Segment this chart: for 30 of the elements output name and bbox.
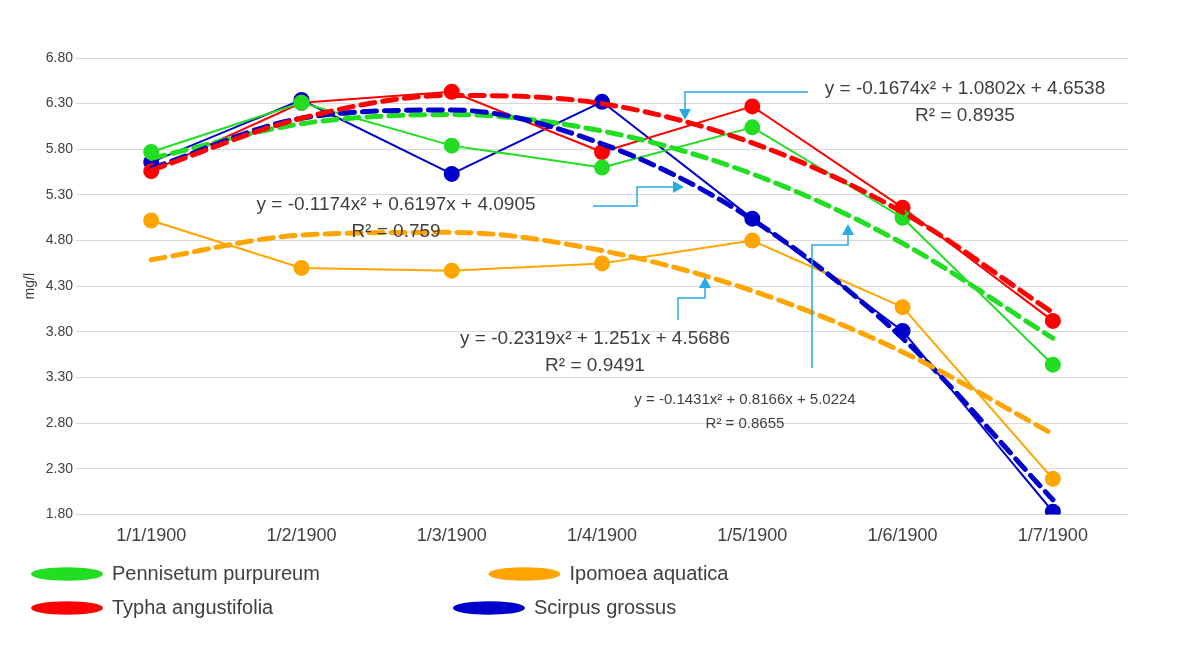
- y-tick-label: 5.80: [45, 140, 74, 157]
- x-tick-label: 1/5/1900: [717, 525, 788, 546]
- x-tick-label: 1/7/1900: [1017, 525, 1088, 546]
- y-axis-title: mg/l: [21, 272, 38, 300]
- y-tick-label: 6.80: [45, 48, 74, 65]
- annotation: y = -0.1174x² + 0.6197x + 4.0905: [256, 193, 536, 215]
- legend-label: Typha angustifolia: [112, 595, 440, 618]
- annotation: R² = 0.8935: [915, 104, 1015, 126]
- x-tick-label: 1/2/1900: [266, 525, 337, 546]
- y-tick-label: 4.30: [45, 277, 74, 294]
- annotation: R² = 0.9491: [545, 354, 645, 376]
- y-tick-label: 5.30: [45, 185, 74, 202]
- x-tick-label: 1/1/1900: [116, 525, 187, 546]
- y-tick-label: 6.30: [45, 94, 74, 111]
- annotation: y = -0.1674x² + 1.0802x + 4.6538: [824, 77, 1106, 99]
- x-tick-label: 1/3/1900: [416, 525, 487, 546]
- annotation: y = -0.2319x² + 1.251x + 4.5686: [460, 327, 730, 349]
- y-tick-label: 2.80: [45, 413, 74, 430]
- annotation: y = -0.1431x² + 0.8166x + 5.0224: [634, 390, 856, 408]
- legend-label: Scirpus grossus: [533, 595, 860, 618]
- y-tick-label: 4.80: [45, 231, 74, 248]
- legend-label: Ipomoea aquatica: [569, 561, 907, 584]
- x-tick-label: 1/6/1900: [867, 525, 938, 546]
- y-tick-label: 1.80: [45, 505, 74, 522]
- legend-label: Pennisetum purpureum: [112, 561, 476, 584]
- y-tick-label: 3.30: [45, 368, 74, 385]
- annotation: R² = 0.8655: [705, 414, 785, 432]
- y-tick-label: 2.30: [45, 459, 74, 476]
- y-tick-label: 3.80: [45, 322, 74, 339]
- x-tick-label: 1/4/1900: [566, 525, 638, 546]
